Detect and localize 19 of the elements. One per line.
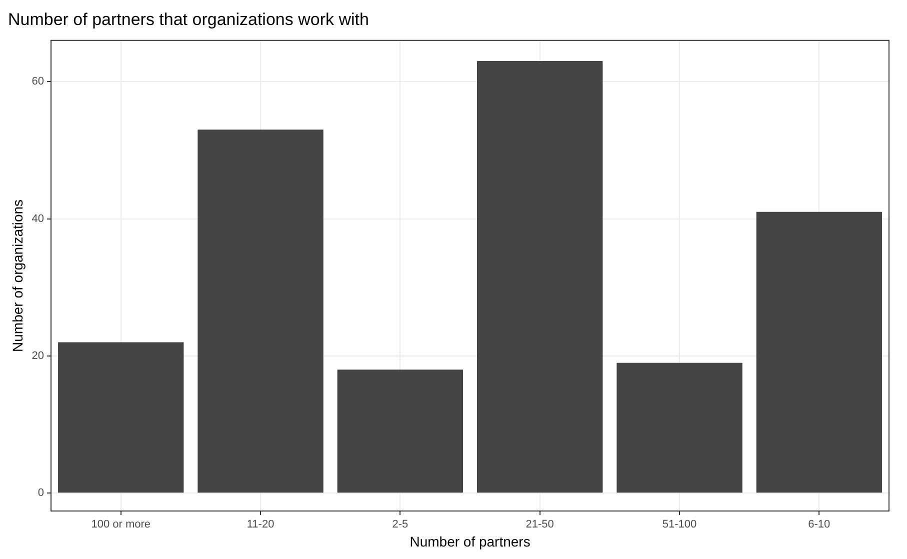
bar bbox=[198, 130, 324, 493]
x-tick-label: 100 or more bbox=[91, 518, 151, 531]
bar bbox=[337, 370, 464, 493]
x-tick-label: 11-20 bbox=[246, 518, 274, 531]
x-tick-label: 21-50 bbox=[526, 518, 554, 531]
bar bbox=[477, 60, 603, 493]
chart-title: Number of partners that organizations work with bbox=[8, 10, 369, 29]
x-tick-label: 2-5 bbox=[392, 518, 408, 531]
x-axis-title: Number of partners bbox=[410, 533, 530, 550]
y-tick-label: 0 bbox=[38, 487, 44, 500]
bar bbox=[756, 212, 882, 493]
bar bbox=[616, 362, 742, 493]
x-tick-label: 6-10 bbox=[808, 518, 830, 531]
y-axis-title: Number of organizations bbox=[9, 199, 26, 352]
bar bbox=[58, 342, 184, 493]
x-tick-label: 51-100 bbox=[662, 518, 697, 531]
y-tick-label: 60 bbox=[32, 76, 44, 88]
y-tick-label: 20 bbox=[32, 350, 44, 362]
y-tick-label: 40 bbox=[32, 212, 44, 225]
